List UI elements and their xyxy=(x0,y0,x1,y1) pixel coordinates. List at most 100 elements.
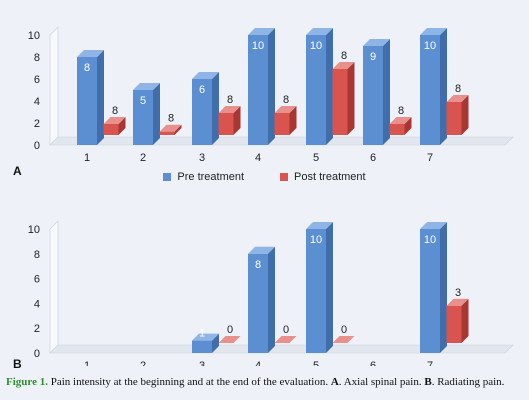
bar-pre-a-top xyxy=(363,39,390,46)
figure-caption: Figure 1. Pain intensity at the beginnin… xyxy=(6,376,526,388)
x-tick-label-b: 3 xyxy=(199,360,205,366)
x-tick-label-b: 6 xyxy=(370,360,376,366)
caption-text-2: . Axial spinal pain. xyxy=(338,376,425,388)
caption-text-3: . Radiating pain. xyxy=(431,376,505,388)
floor-b xyxy=(49,344,514,354)
bar-post-a-side xyxy=(174,124,182,135)
x-tick-label-a: 4 xyxy=(255,152,261,164)
side-wall-b xyxy=(49,220,59,354)
x-tick-label-b: 1 xyxy=(84,360,90,366)
y-tick-label-a: 4 xyxy=(34,96,40,108)
data-label-post-a: 8 xyxy=(227,94,233,106)
bar-pre-a-side xyxy=(153,83,160,145)
bar-pre-a xyxy=(192,79,212,145)
bar-pre-b xyxy=(192,340,212,353)
bar-pre-a xyxy=(363,46,383,145)
data-label-post-b: 0 xyxy=(283,324,289,336)
caption-letter-a: A xyxy=(330,376,339,388)
data-label-pre-a: 10 xyxy=(424,40,436,52)
panel-label-b: B xyxy=(13,357,22,371)
data-label-post-b: 0 xyxy=(227,324,233,336)
data-label-post-a: 8 xyxy=(398,105,404,117)
data-label-post-a: 8 xyxy=(112,105,118,117)
bar-pre-a xyxy=(133,90,153,145)
bar-post-b xyxy=(446,305,462,343)
bar-post-a xyxy=(103,124,119,135)
x-tick-label-a: 3 xyxy=(199,152,205,164)
caption-letter-b: B xyxy=(424,376,432,388)
bar-pre-b-side xyxy=(440,222,447,353)
legend-item-post: Post treatment xyxy=(280,171,366,183)
data-label-pre-b: 8 xyxy=(255,259,261,271)
bar-post-a xyxy=(389,124,405,135)
bar-post-a-top xyxy=(103,117,126,124)
legend-item-pre: Pre treatment xyxy=(163,171,244,183)
bar-pre-a-top xyxy=(420,28,447,35)
bar-post-a-top xyxy=(159,124,182,132)
bar-pre-a-side xyxy=(212,72,219,145)
side-wall-a xyxy=(49,26,59,146)
caption-text-1: Pain intensity at the beginning and at t… xyxy=(47,376,331,388)
bar-post-a xyxy=(159,131,175,135)
bar-post-a-top xyxy=(389,117,412,124)
bar-post-a-top xyxy=(446,95,469,102)
bar-post-a-side xyxy=(233,106,241,135)
x-tick-label-b: 5 xyxy=(313,360,319,366)
bar-pre-a xyxy=(77,57,97,145)
y-tick-label-b: 10 xyxy=(28,224,40,236)
legend-swatch-post xyxy=(280,173,289,181)
bar-pre-a xyxy=(248,35,268,145)
bar-pre-a-side xyxy=(326,28,333,145)
data-label-post-a: 8 xyxy=(283,94,289,106)
y-tick-label-a: 8 xyxy=(34,52,40,64)
data-label-pre-b: 10 xyxy=(310,234,322,246)
panel-label-a: A xyxy=(13,164,22,178)
bar-pre-a-top xyxy=(248,28,275,35)
bar-pre-b-side xyxy=(268,246,275,353)
bar-pre-a-top xyxy=(192,72,219,79)
bar-pre-a-top xyxy=(133,83,160,90)
bar-post-b-top xyxy=(446,298,469,306)
legend-swatch-pre xyxy=(163,173,172,181)
bar-post-a-top xyxy=(218,106,241,113)
y-tick-label-b: 6 xyxy=(34,274,40,286)
y-tick-label-b: 0 xyxy=(34,348,40,360)
data-label-post-b: 3 xyxy=(455,287,461,299)
data-label-post-a: 8 xyxy=(341,50,347,62)
bar-pre-b-top xyxy=(306,222,333,229)
bar-pre-b-top xyxy=(420,222,447,229)
x-tick-label-a: 6 xyxy=(370,152,376,164)
y-tick-label-b: 2 xyxy=(34,323,40,335)
bar-post-a xyxy=(332,69,348,135)
x-tick-label-a: 5 xyxy=(313,152,319,164)
bar-post-a-top xyxy=(332,62,355,69)
bar-pre-b xyxy=(248,253,268,353)
data-label-post-a: 8 xyxy=(455,83,461,95)
data-label-pre-a: 6 xyxy=(199,84,205,96)
bar-pre-a-top xyxy=(77,50,104,57)
bar-pre-b-side xyxy=(212,333,219,353)
data-label-pre-a: 5 xyxy=(140,95,146,107)
x-tick-label-b: 7 xyxy=(427,360,433,366)
bar-post-b-top xyxy=(274,336,297,343)
bar-post-a xyxy=(274,113,290,135)
bar-post-b-top xyxy=(332,336,355,343)
bar-post-a-side xyxy=(404,117,412,135)
data-label-pre-a: 10 xyxy=(252,40,264,52)
x-tick-label-b: 4 xyxy=(255,360,261,366)
y-tick-label-b: 4 xyxy=(34,298,40,310)
bar-post-a-side xyxy=(347,62,355,135)
bar-post-b-side xyxy=(461,298,469,343)
bar-pre-b-top xyxy=(192,333,219,341)
bar-post-a xyxy=(218,113,234,135)
bar-post-a-top xyxy=(274,106,297,113)
data-label-pre-b: 10 xyxy=(424,234,436,246)
bar-post-a xyxy=(446,102,462,135)
data-label-pre-a: 10 xyxy=(310,40,322,52)
bar-post-b-top xyxy=(218,336,241,343)
y-tick-label-a: 10 xyxy=(28,30,40,42)
bar-pre-a-side xyxy=(440,28,447,145)
